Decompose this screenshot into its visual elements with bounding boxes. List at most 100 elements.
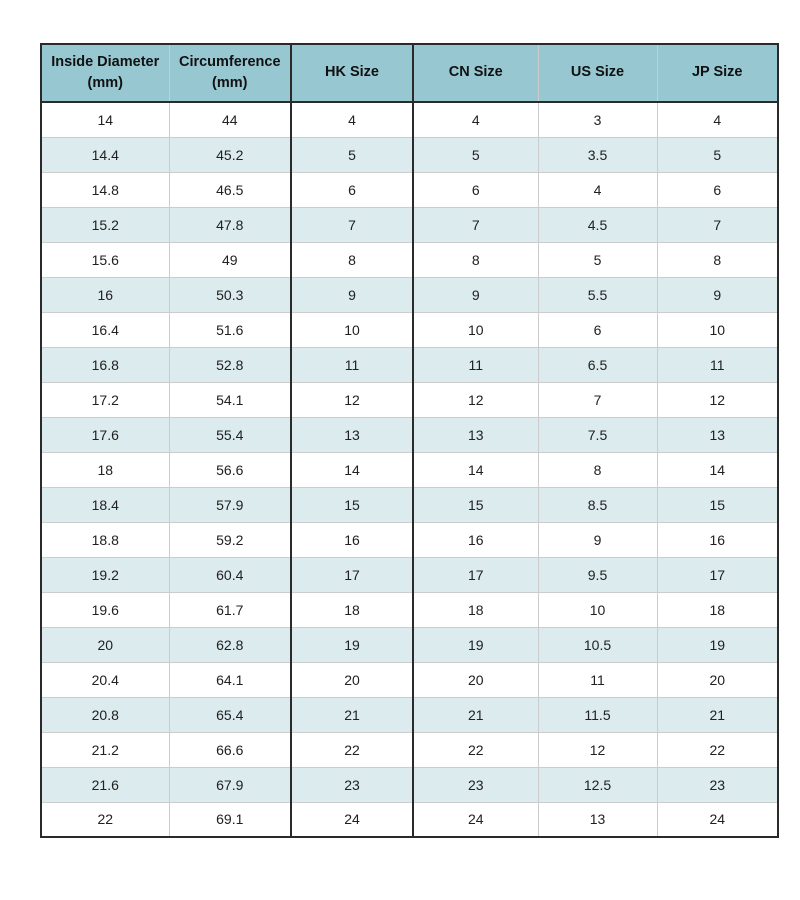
cell: 14 — [41, 101, 170, 138]
cell: 22 — [656, 731, 778, 768]
table-row: 15.2 47.8 7 7 4.5 7 — [41, 206, 778, 243]
cell: 5 — [656, 136, 778, 173]
header-cell-us-size: US Size — [537, 44, 658, 103]
table-row: 17.2 54.1 12 12 7 12 — [41, 381, 778, 418]
cell: 14.4 — [41, 136, 170, 173]
table-row: 21.2 66.6 22 22 12 22 — [41, 731, 778, 768]
header-cell-jp-size: JP Size — [656, 44, 778, 103]
cell: 6 — [656, 171, 778, 208]
cell: 66.6 — [168, 731, 292, 768]
cell: 56.6 — [168, 451, 292, 488]
cell: 9 — [412, 276, 539, 313]
cell: 13 — [537, 801, 658, 837]
cell: 47.8 — [168, 206, 292, 243]
cell: 21 — [290, 696, 414, 733]
cell: 50.3 — [168, 276, 292, 313]
cell: 54.1 — [168, 381, 292, 418]
table-header: Inside Diameter (mm) Circumference (mm) HK S… — [41, 44, 778, 103]
cell: 17.6 — [41, 416, 170, 453]
cell: 59.2 — [168, 521, 292, 558]
cell: 18.4 — [41, 486, 170, 523]
header-cell-hk-size: HK Size — [290, 44, 414, 103]
cell: 18 — [412, 591, 539, 628]
cell: 61.7 — [168, 591, 292, 628]
cell: 10.5 — [537, 626, 658, 663]
cell: 4 — [537, 171, 658, 208]
cell: 12 — [412, 381, 539, 418]
cell: 5 — [412, 136, 539, 173]
cell: 19 — [412, 626, 539, 663]
cell: 22 — [412, 731, 539, 768]
cell: 16 — [412, 521, 539, 558]
cell: 20 — [412, 661, 539, 698]
cell: 8 — [290, 241, 414, 278]
cell: 60.4 — [168, 556, 292, 593]
cell: 5 — [537, 241, 658, 278]
cell: 46.5 — [168, 171, 292, 208]
cell: 15.6 — [41, 241, 170, 278]
cell: 17.2 — [41, 381, 170, 418]
cell: 55.4 — [168, 416, 292, 453]
cell: 9.5 — [537, 556, 658, 593]
cell: 44 — [168, 101, 292, 138]
table-body: 14 44 4 4 3 4 14.4 45.2 5 5 3.5 5 14.8 46.5 6 6 4 6 15.2 47… — [41, 101, 778, 837]
cell: 18 — [41, 451, 170, 488]
cell: 22 — [41, 801, 170, 837]
cell: 4 — [290, 101, 414, 138]
table-row: 14.8 46.5 6 6 4 6 — [41, 171, 778, 208]
cell: 16 — [656, 521, 778, 558]
cell: 24 — [412, 801, 539, 837]
cell: 16 — [290, 521, 414, 558]
cell: 23 — [412, 766, 539, 803]
cell: 67.9 — [168, 766, 292, 803]
cell: 19 — [656, 626, 778, 663]
cell: 12 — [290, 381, 414, 418]
cell: 3.5 — [537, 136, 658, 173]
cell: 14.8 — [41, 171, 170, 208]
header-cell-cn-size: CN Size — [412, 44, 539, 103]
cell: 11 — [537, 661, 658, 698]
ring-size-conversion-table: Inside Diameter (mm) Circumference (mm) HK S… — [40, 43, 779, 838]
cell: 5 — [290, 136, 414, 173]
header-row: Inside Diameter (mm) Circumference (mm) HK S… — [41, 44, 778, 103]
cell: 6.5 — [537, 346, 658, 383]
cell: 11 — [290, 346, 414, 383]
cell: 7.5 — [537, 416, 658, 453]
cell: 20 — [290, 661, 414, 698]
cell: 24 — [290, 801, 414, 837]
table-row: 16 50.3 9 9 5.5 9 — [41, 276, 778, 313]
cell: 16.8 — [41, 346, 170, 383]
cell: 12 — [537, 731, 658, 768]
cell: 6 — [537, 311, 658, 348]
cell: 14 — [290, 451, 414, 488]
cell: 57.9 — [168, 486, 292, 523]
cell: 8 — [537, 451, 658, 488]
cell: 6 — [290, 171, 414, 208]
cell: 52.8 — [168, 346, 292, 383]
table-row: 22 69.1 24 24 13 24 — [41, 801, 778, 837]
cell: 17 — [656, 556, 778, 593]
cell: 23 — [656, 766, 778, 803]
cell: 16.4 — [41, 311, 170, 348]
cell: 24 — [656, 801, 778, 837]
header-cell-circumference-mm: Circumference (mm) — [168, 44, 292, 103]
cell: 20 — [41, 626, 170, 663]
cell: 4 — [656, 101, 778, 138]
cell: 9 — [656, 276, 778, 313]
table-row: 20 62.8 19 19 10.5 19 — [41, 626, 778, 663]
cell: 9 — [290, 276, 414, 313]
table-row: 19.2 60.4 17 17 9.5 17 — [41, 556, 778, 593]
header-cell-inside-diameter-mm: Inside Diameter (mm) — [41, 44, 170, 103]
table-row: 21.6 67.9 23 23 12.5 23 — [41, 766, 778, 803]
cell: 17 — [412, 556, 539, 593]
cell: 19 — [290, 626, 414, 663]
cell: 16 — [41, 276, 170, 313]
cell: 10 — [290, 311, 414, 348]
cell: 8 — [656, 241, 778, 278]
table-row: 16.8 52.8 11 11 6.5 11 — [41, 346, 778, 383]
cell: 20.4 — [41, 661, 170, 698]
cell: 49 — [168, 241, 292, 278]
cell: 21 — [656, 696, 778, 733]
cell: 7 — [537, 381, 658, 418]
cell: 22 — [290, 731, 414, 768]
